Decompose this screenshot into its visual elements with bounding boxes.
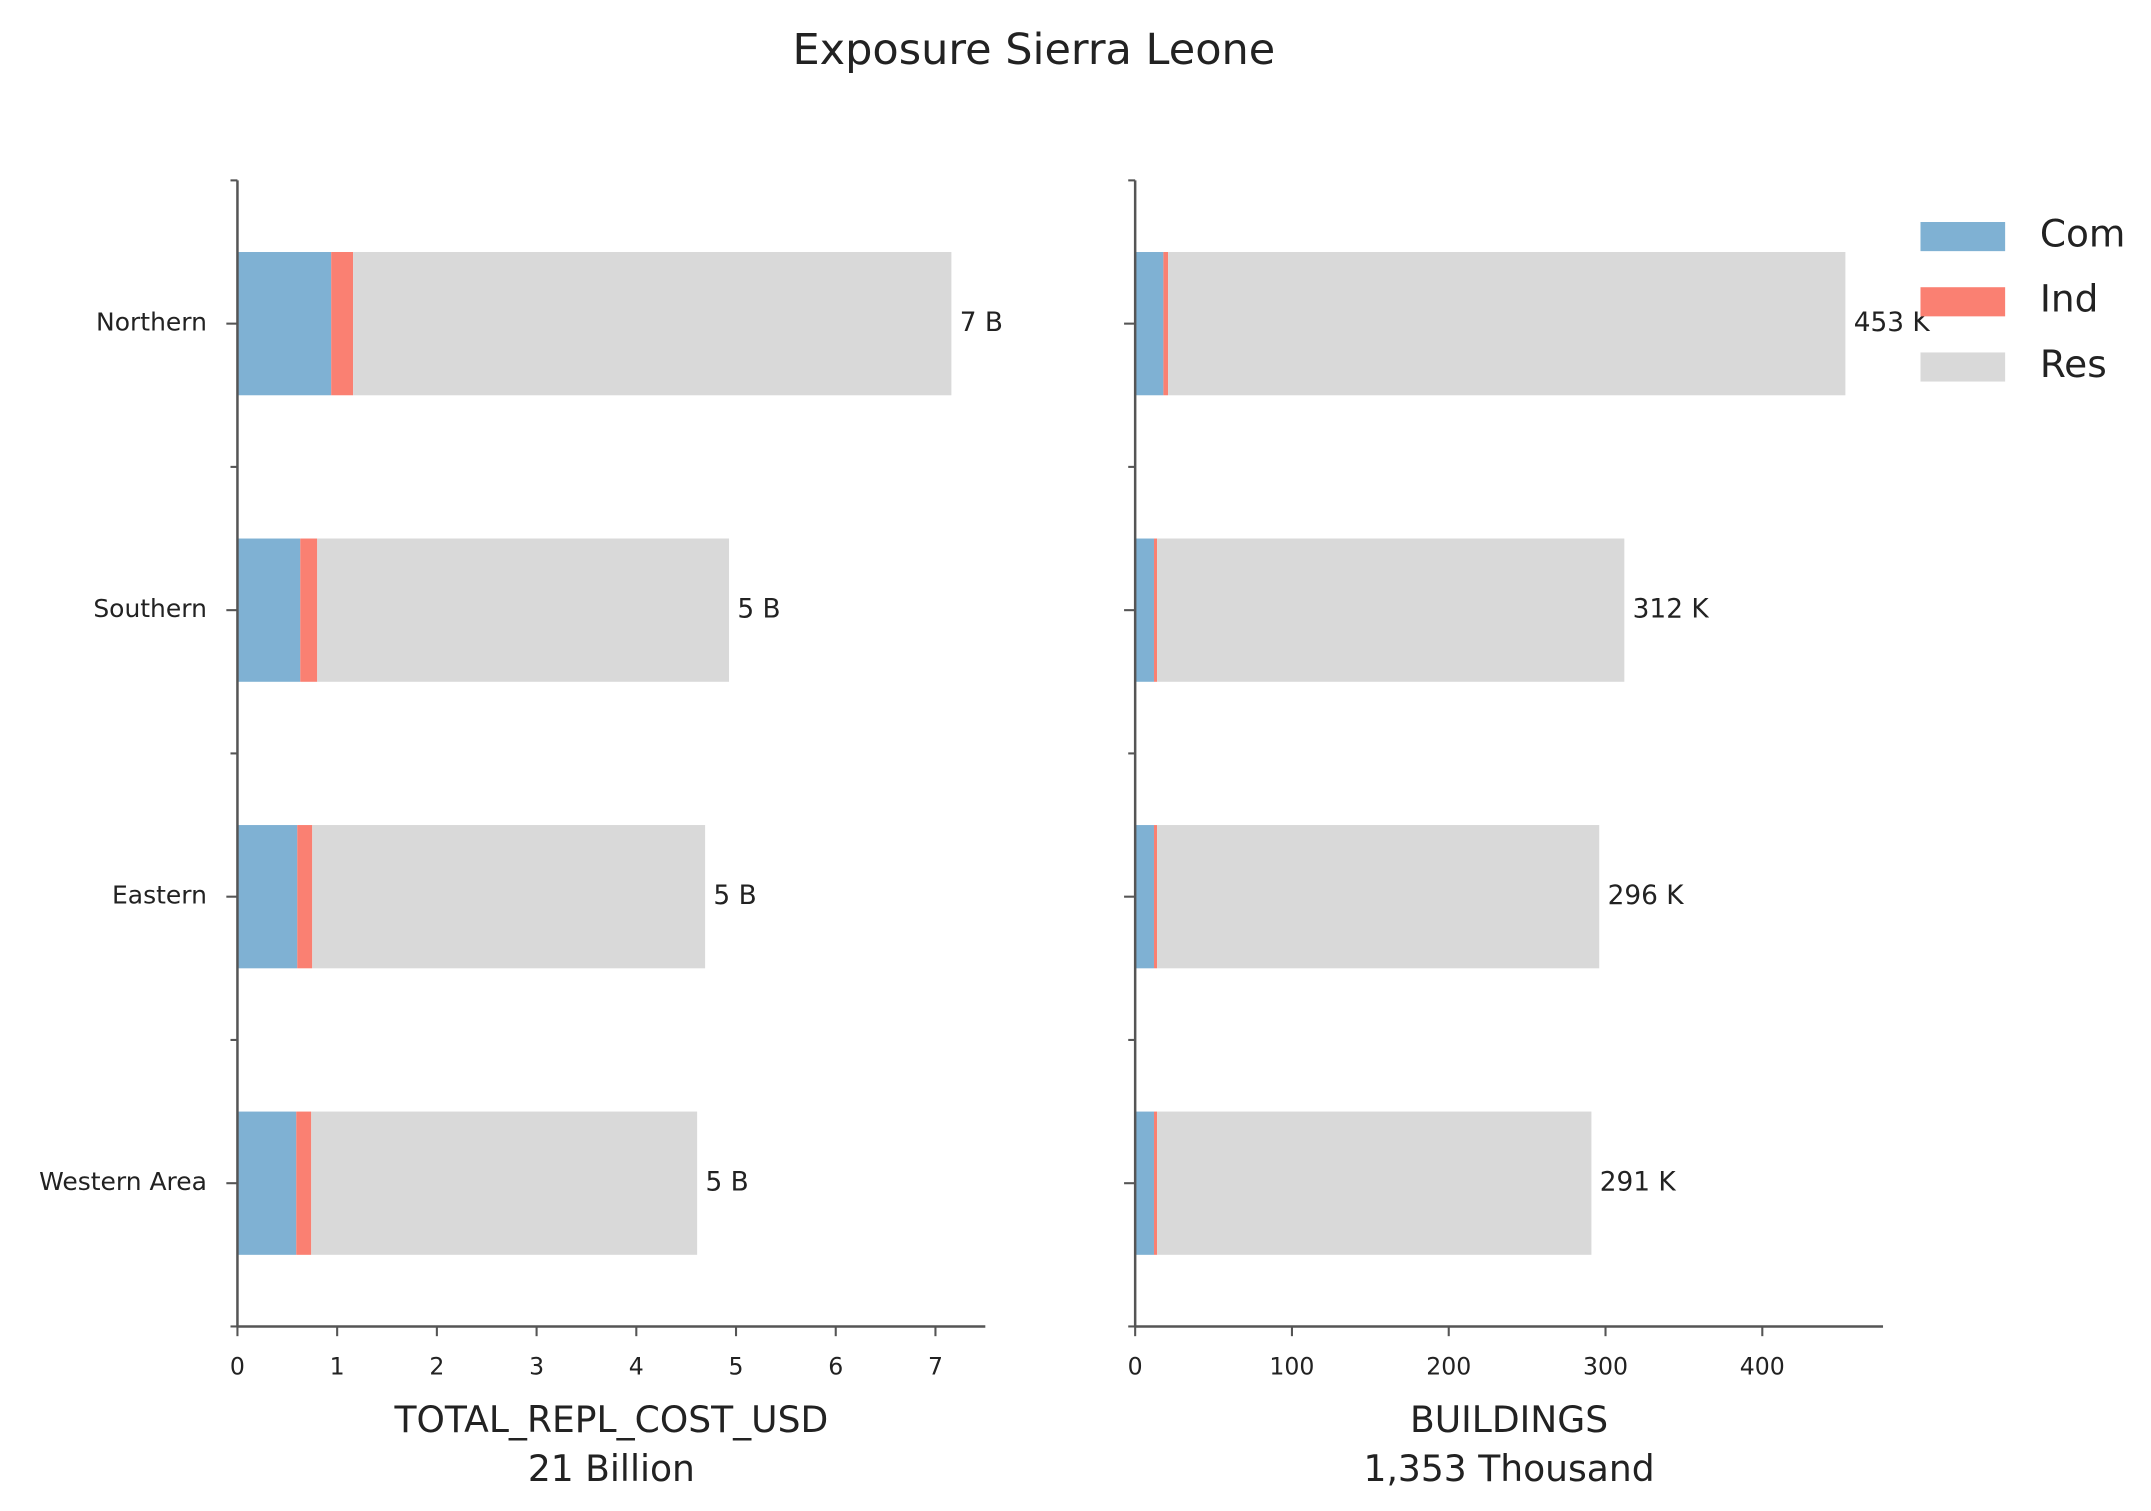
- x-tick-label: 1: [330, 1353, 345, 1381]
- legend-label: Ind: [2040, 277, 2099, 321]
- bar-segment: [353, 252, 952, 396]
- legend-label: Com: [2040, 211, 2126, 255]
- bar-segment: [1153, 1111, 1158, 1255]
- bar-segment: [1157, 825, 1600, 969]
- x-axis-label: BUILDINGS: [1410, 1399, 1608, 1441]
- bar-segment: [1153, 538, 1158, 682]
- x-tick-label: 6: [828, 1353, 843, 1381]
- bar-segment: [300, 538, 318, 682]
- x-tick-label: 7: [928, 1353, 943, 1381]
- x-tick-label: 0: [1128, 1353, 1143, 1381]
- total-label: 291 K: [1600, 1168, 1677, 1198]
- x-tick-label: 100: [1269, 1353, 1314, 1381]
- total-label: 312 K: [1633, 595, 1710, 625]
- total-label: 7 B: [960, 308, 1003, 338]
- x-tick-label: 300: [1583, 1353, 1628, 1381]
- y-tick-label: Western Area: [39, 1167, 207, 1196]
- bar-segment: [1157, 538, 1625, 682]
- total-label: 296 K: [1608, 881, 1685, 911]
- figure-title: Exposure Sierra Leone: [793, 25, 1276, 75]
- x-tick-label: 3: [529, 1353, 544, 1381]
- x-tick-label: 5: [729, 1353, 744, 1381]
- bar-segment: [317, 538, 730, 682]
- legend-swatch: [1920, 222, 2006, 252]
- legend-swatch: [1920, 352, 2006, 382]
- x-axis-note: 21 Billion: [528, 1448, 695, 1490]
- bar-segment: [1135, 825, 1154, 969]
- bar-segment: [1157, 1111, 1592, 1255]
- bar-segment: [1135, 1111, 1154, 1255]
- bar-segment: [331, 252, 354, 396]
- bar-segment: [296, 1111, 312, 1255]
- bar-segment: [237, 1111, 297, 1255]
- y-tick-label: Southern: [93, 594, 207, 623]
- total-label: 5 B: [705, 1168, 748, 1198]
- x-tick-label: 400: [1740, 1353, 1785, 1381]
- x-tick-label: 2: [429, 1353, 444, 1381]
- x-tick-label: 200: [1426, 1353, 1471, 1381]
- bar-segment: [1135, 252, 1164, 396]
- bar-segment: [1163, 252, 1169, 396]
- bar-segment: [1153, 825, 1158, 969]
- x-tick-label: 4: [629, 1353, 644, 1381]
- legend-label: Res: [2040, 342, 2107, 386]
- x-axis-note: 1,353 Thousand: [1364, 1448, 1655, 1490]
- bar-segment: [312, 825, 706, 969]
- bar-segment: [1168, 252, 1846, 396]
- bar-segment: [1135, 538, 1154, 682]
- bar-segment: [237, 825, 298, 969]
- bar-segment: [311, 1111, 698, 1255]
- y-tick-label: Northern: [96, 308, 207, 337]
- bar-segment: [237, 252, 332, 396]
- total-label: 5 B: [713, 881, 756, 911]
- legend-swatch: [1920, 287, 2006, 317]
- x-axis-label: TOTAL_REPL_COST_USD: [394, 1399, 829, 1441]
- y-tick-label: Eastern: [112, 881, 207, 910]
- total-label: 5 B: [737, 595, 780, 625]
- total-label: 453 K: [1854, 308, 1931, 338]
- bar-segment: [297, 825, 313, 969]
- bar-segment: [237, 538, 301, 682]
- x-tick-label: 0: [230, 1353, 245, 1381]
